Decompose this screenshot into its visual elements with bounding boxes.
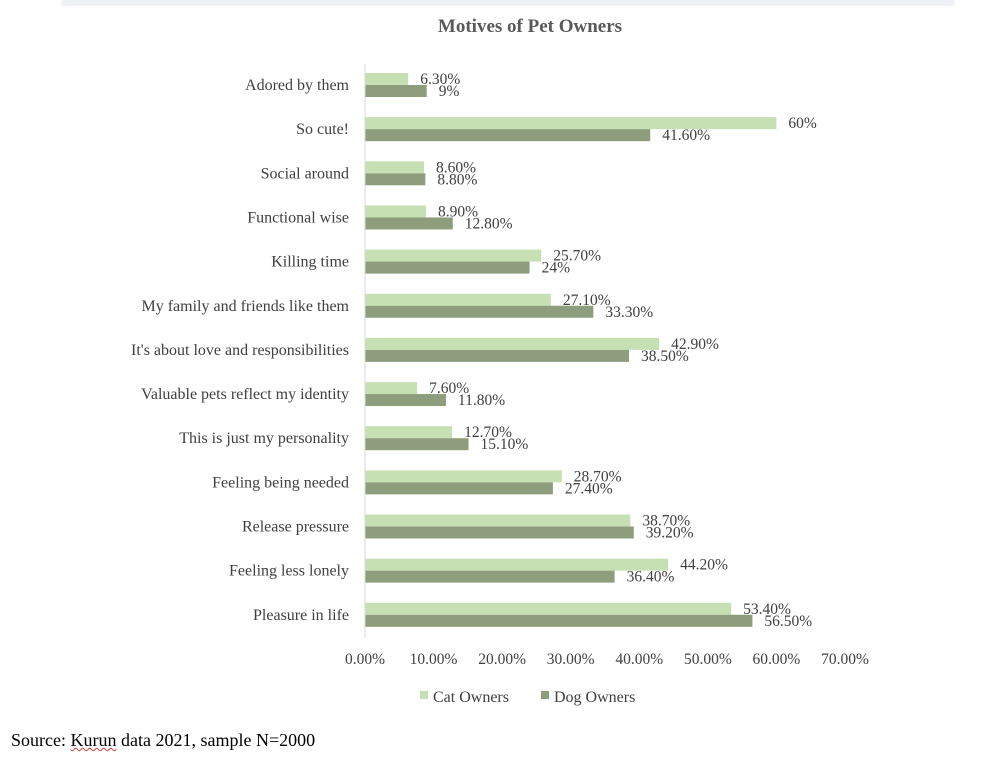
chart-title: Motives of Pet Owners xyxy=(438,16,622,37)
data-label-dog-owners: 41.60% xyxy=(662,127,710,144)
category-label: It's about love and responsibilities xyxy=(131,342,349,359)
source-prefix: Source: xyxy=(11,730,71,750)
category-label: Feeling being needed xyxy=(212,474,349,491)
data-label-dog-owners: 56.50% xyxy=(764,613,812,630)
bar-dog-owners xyxy=(365,438,469,451)
category-label: Functional wise xyxy=(247,209,349,226)
category-label: Pleasure in life xyxy=(253,607,349,624)
x-tick-label: 40.00% xyxy=(615,651,663,668)
window-top-edge xyxy=(62,0,954,4)
data-label-dog-owners: 11.80% xyxy=(458,392,505,409)
bar-cat-owners xyxy=(365,602,732,615)
bar-dog-owners xyxy=(365,526,634,539)
category-label: My family and friends like them xyxy=(141,298,349,315)
x-tick-label: 60.00% xyxy=(753,651,801,668)
source-suffix: data 2021, sample N=2000 xyxy=(116,730,316,750)
legend-label-cat-owners: Cat Owners xyxy=(433,689,509,706)
bar-cat-owners xyxy=(365,117,777,130)
data-label-cat-owners: 25.70% xyxy=(553,248,601,265)
bar-dog-owners xyxy=(365,173,426,186)
bar-chart: Motives of Pet Owners Adored by them So c… xyxy=(131,16,869,706)
legend-swatch-dog-owners xyxy=(541,691,549,699)
source-note: Source: Kurun data 2021, sample N=2000 xyxy=(11,730,315,751)
data-label-dog-owners: 38.50% xyxy=(641,348,689,365)
x-tick-label: 0.00% xyxy=(345,651,385,668)
category-label: Adored by them xyxy=(245,77,350,94)
data-label-cat-owners: 60% xyxy=(788,115,817,132)
data-label-cat-owners: 6.30% xyxy=(420,71,460,88)
bar-cat-owners xyxy=(365,558,669,571)
bar-dog-owners xyxy=(365,614,753,627)
bar-dog-owners xyxy=(365,349,629,362)
data-label-cat-owners: 44.20% xyxy=(680,557,728,574)
bar-cat-owners xyxy=(365,249,542,262)
data-label-cat-owners: 8.60% xyxy=(436,159,476,176)
x-tick-label: 30.00% xyxy=(547,651,595,668)
x-tick-label: 20.00% xyxy=(478,651,526,668)
data-label-cat-owners: 7.60% xyxy=(429,380,469,397)
bar-dog-owners xyxy=(365,305,594,318)
data-label-cat-owners: 28.70% xyxy=(574,468,622,485)
bar-cat-owners xyxy=(365,161,424,174)
category-label: Social around xyxy=(261,165,349,182)
bar-cat-owners xyxy=(365,337,660,350)
x-tick-label: 70.00% xyxy=(821,651,869,668)
legend-swatch-cat-owners xyxy=(420,691,428,699)
bar-dog-owners xyxy=(365,217,453,230)
data-label-dog-owners: 27.40% xyxy=(565,480,613,497)
x-tick-labels: 0.00% 10.00% 20.00% 30.00% 40.00% 50.00% 60.00… xyxy=(345,651,869,668)
bar-cat-owners xyxy=(365,514,631,527)
bar-cat-owners xyxy=(365,470,562,483)
data-label-dog-owners: 39.20% xyxy=(646,525,694,542)
data-label-cat-owners: 42.90% xyxy=(671,336,719,353)
bar-dog-owners xyxy=(365,129,651,142)
category-label: Feeling less lonely xyxy=(229,563,349,580)
data-label-dog-owners: 24% xyxy=(542,260,571,277)
bar-cat-owners xyxy=(365,382,418,395)
legend-label-dog-owners: Dog Owners xyxy=(554,689,635,706)
category-label: So cute! xyxy=(296,121,349,138)
bars xyxy=(365,73,777,627)
data-label-dog-owners: 8.80% xyxy=(437,171,477,188)
category-label: Valuable pets reflect my identity xyxy=(141,386,349,403)
bar-dog-owners xyxy=(365,85,427,97)
data-label-dog-owners: 12.80% xyxy=(465,215,513,232)
bar-cat-owners xyxy=(365,205,427,218)
bar-cat-owners xyxy=(365,293,551,306)
data-label-dog-owners: 15.10% xyxy=(481,436,529,453)
data-label-cat-owners: 8.90% xyxy=(438,203,478,220)
data-label-dog-owners: 33.30% xyxy=(605,304,653,321)
bar-cat-owners xyxy=(365,73,409,85)
bar-dog-owners xyxy=(365,394,446,407)
x-tick-label: 50.00% xyxy=(684,651,732,668)
data-label-dog-owners: 9% xyxy=(439,83,460,100)
bar-dog-owners xyxy=(365,482,553,495)
x-tick-label: 10.00% xyxy=(410,651,458,668)
category-labels: Adored by them So cute! Social around Funct… xyxy=(131,77,350,624)
data-label-cat-owners: 38.70% xyxy=(642,513,690,530)
category-label: Killing time xyxy=(271,254,349,271)
category-label: This is just my personality xyxy=(179,430,349,447)
bar-dog-owners xyxy=(365,261,530,274)
value-labels: 6.30%9% 60% 41.60% 8.60%8.80% 8.90%12.80% 25.… xyxy=(420,71,817,630)
data-label-cat-owners: 27.10% xyxy=(563,292,611,309)
data-label-cat-owners: 53.40% xyxy=(743,601,791,618)
bar-dog-owners xyxy=(365,570,615,583)
category-label: Release pressure xyxy=(242,519,349,536)
source-name: Kurun xyxy=(70,730,117,750)
data-label-dog-owners: 36.40% xyxy=(627,569,675,586)
legend: Cat Owners Dog Owners xyxy=(420,689,635,706)
data-label-cat-owners: 12.70% xyxy=(464,424,512,441)
bar-cat-owners xyxy=(365,426,453,439)
